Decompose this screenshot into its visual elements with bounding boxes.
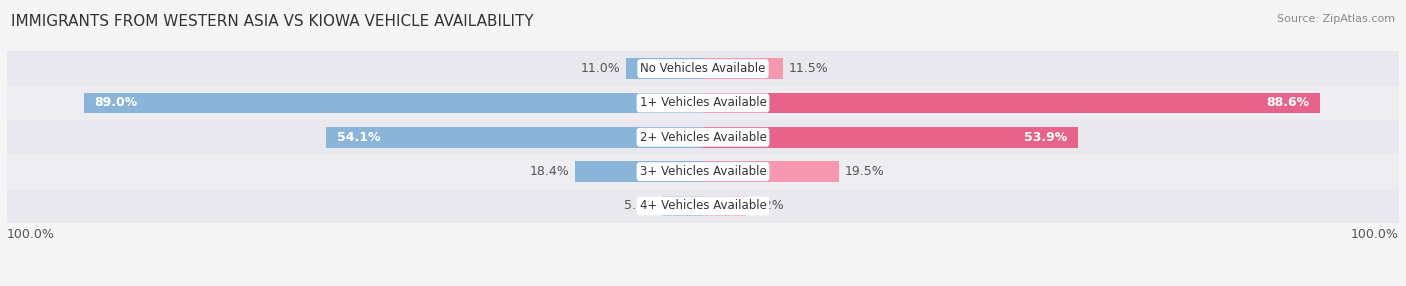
Text: 11.0%: 11.0% [581, 62, 621, 75]
Bar [7, 154, 1399, 189]
Text: 6.2%: 6.2% [752, 199, 783, 212]
Bar [7, 120, 1399, 154]
Text: Source: ZipAtlas.com: Source: ZipAtlas.com [1277, 14, 1395, 24]
Text: No Vehicles Available: No Vehicles Available [640, 62, 766, 75]
Text: 19.5%: 19.5% [844, 165, 884, 178]
Bar [662, 196, 703, 216]
Text: 54.1%: 54.1% [337, 131, 381, 144]
Text: 5.9%: 5.9% [624, 199, 657, 212]
Text: 89.0%: 89.0% [94, 96, 138, 110]
Bar [83, 93, 703, 113]
Bar [326, 127, 703, 148]
Text: 100.0%: 100.0% [1351, 228, 1399, 241]
Text: 4+ Vehicles Available: 4+ Vehicles Available [640, 199, 766, 212]
Text: 2+ Vehicles Available: 2+ Vehicles Available [640, 131, 766, 144]
Bar [7, 51, 1399, 86]
Text: 11.5%: 11.5% [789, 62, 828, 75]
Text: 18.4%: 18.4% [530, 165, 569, 178]
Text: 1+ Vehicles Available: 1+ Vehicles Available [640, 96, 766, 110]
Bar [703, 161, 839, 182]
Bar [627, 58, 703, 79]
Text: IMMIGRANTS FROM WESTERN ASIA VS KIOWA VEHICLE AVAILABILITY: IMMIGRANTS FROM WESTERN ASIA VS KIOWA VE… [11, 14, 534, 29]
Bar [7, 86, 1399, 120]
Bar [703, 127, 1078, 148]
Text: 100.0%: 100.0% [7, 228, 55, 241]
Bar [703, 93, 1320, 113]
Bar [703, 58, 783, 79]
Bar [7, 189, 1399, 223]
Bar [703, 196, 747, 216]
Text: 53.9%: 53.9% [1025, 131, 1067, 144]
Bar [575, 161, 703, 182]
Text: 3+ Vehicles Available: 3+ Vehicles Available [640, 165, 766, 178]
Text: 88.6%: 88.6% [1265, 96, 1309, 110]
